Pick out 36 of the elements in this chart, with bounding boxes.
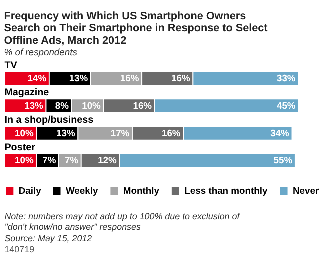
text: Offline Ads, March 2012 bbox=[4, 34, 127, 47]
y-tick-label: In a shop/business bbox=[4, 115, 94, 126]
data-label: 10% bbox=[15, 127, 34, 138]
data-label: 17% bbox=[110, 127, 130, 138]
data-label: 34% bbox=[270, 127, 290, 138]
chart-subtitle: % of respondents bbox=[4, 46, 78, 58]
source-note: Source: May 15, 2012 bbox=[4, 233, 92, 244]
y-tick-label: TV bbox=[4, 60, 18, 72]
data-label: 14% bbox=[28, 72, 48, 84]
data-label: 16% bbox=[172, 72, 192, 84]
legend-label: Never bbox=[292, 185, 320, 196]
data-label: 55% bbox=[274, 154, 294, 166]
legend-label: Weekly bbox=[66, 185, 99, 196]
y-tick-label: Poster bbox=[4, 142, 36, 154]
data-label: 13% bbox=[69, 72, 89, 84]
text: Note: numbers may not add up to 100% due to exclusion of "don't know/no answer" responses bbox=[4, 212, 242, 232]
text: Frequency with Which US Smartphone Owners bbox=[4, 10, 246, 22]
data-label: 13% bbox=[24, 100, 44, 111]
data-label: 7% bbox=[64, 154, 80, 166]
data-label: 45% bbox=[276, 100, 296, 111]
legend-label: Monthly bbox=[123, 185, 160, 196]
text: Search on Their Smartphone in Response to Select bbox=[4, 22, 268, 35]
data-label: 13% bbox=[56, 127, 76, 138]
legend-label: Daily bbox=[18, 185, 42, 196]
y-tick-label: Magazine bbox=[4, 88, 50, 99]
data-label: 33% bbox=[276, 72, 296, 84]
data-label: 12% bbox=[98, 154, 118, 166]
data-label: 10% bbox=[15, 154, 34, 166]
data-label: 16% bbox=[162, 127, 182, 138]
data-label: 7% bbox=[42, 154, 57, 166]
data-label: 16% bbox=[133, 100, 153, 111]
data-label: 10% bbox=[82, 100, 102, 111]
data-label: 16% bbox=[120, 72, 140, 84]
text: 140719 bbox=[4, 244, 35, 255]
legend-label: Less than monthly bbox=[184, 185, 269, 196]
data-label: 8% bbox=[55, 100, 70, 111]
